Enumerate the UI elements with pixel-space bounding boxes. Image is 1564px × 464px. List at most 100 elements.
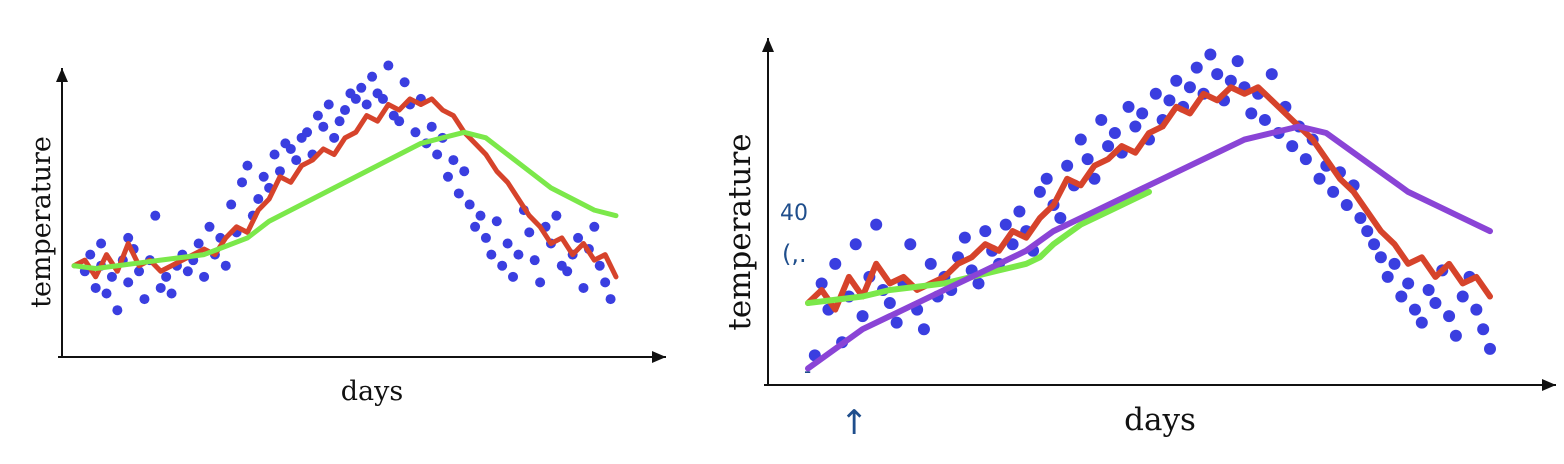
right-data-point <box>904 238 917 251</box>
left-data-point <box>150 210 161 221</box>
right-data-point <box>1231 55 1244 68</box>
left-y-arrow <box>56 68 68 82</box>
right-data-point <box>1340 198 1353 211</box>
right-data-point <box>1286 140 1299 153</box>
right-data-point <box>1470 303 1483 316</box>
left-data-point <box>106 271 117 282</box>
left-data-point <box>329 132 340 143</box>
right-data-point <box>1395 290 1408 303</box>
left-data-point <box>155 282 166 293</box>
left-data-point <box>475 210 486 221</box>
right-data-point <box>890 316 903 329</box>
right-series-line-2 <box>805 188 1152 307</box>
left-data-point <box>269 149 280 160</box>
left-data-point <box>491 216 502 227</box>
left-data-point <box>600 277 611 288</box>
left-data-point <box>573 232 584 243</box>
left-data-point <box>551 210 562 221</box>
right-data-point <box>1129 120 1142 133</box>
left-data-point <box>334 116 345 127</box>
right-data-point <box>1108 127 1121 140</box>
left-data-point <box>470 221 481 232</box>
left-data-point <box>578 282 589 293</box>
left-data-point <box>134 266 145 277</box>
right-data-point <box>1374 251 1387 264</box>
right-chart-svg: days temperature 40 (,. - ↑ <box>722 38 1556 443</box>
right-data-point <box>1074 133 1087 146</box>
left-series-line-1 <box>71 96 619 280</box>
right-annotation-dash: - <box>804 359 811 383</box>
left-data-point <box>112 305 123 316</box>
right-data-point <box>1224 74 1237 87</box>
right-data-point <box>1204 48 1217 61</box>
left-data-point <box>497 260 508 271</box>
left-data-point <box>508 271 519 282</box>
right-data-point <box>815 277 828 290</box>
right-data-point <box>1361 225 1374 238</box>
left-data-point <box>524 227 535 238</box>
left-data-point <box>442 171 453 182</box>
right-data-point <box>849 238 862 251</box>
left-data-point <box>123 277 134 288</box>
left-data-point <box>253 194 264 204</box>
right-data-point <box>1190 61 1203 74</box>
right-y-arrow <box>762 38 774 52</box>
left-data-point <box>361 99 372 110</box>
right-data-point <box>1183 81 1196 94</box>
left-data-point <box>350 93 361 104</box>
left-data-point <box>529 255 540 266</box>
left-data-point <box>480 232 491 243</box>
left-data-point <box>383 60 394 71</box>
left-data-point <box>302 127 313 138</box>
left-data-point <box>204 221 215 232</box>
right-data-point <box>883 297 896 310</box>
right-data-point <box>1422 283 1435 296</box>
left-data-point <box>486 249 497 260</box>
left-data-point <box>291 155 302 166</box>
right-annotation-40: 40 <box>780 201 808 226</box>
right-data-point <box>1006 238 1019 251</box>
right-data-point <box>979 225 992 238</box>
right-data-point <box>1081 153 1094 166</box>
right-annotation-up-arrow: ↑ <box>840 403 869 443</box>
left-data-point <box>285 143 296 154</box>
right-data-point <box>1429 297 1442 310</box>
left-data-point <box>356 82 367 93</box>
left-data-point <box>426 121 437 132</box>
left-x-axis-label: days <box>341 376 404 407</box>
left-data-point <box>448 155 459 166</box>
right-data-point <box>1054 212 1067 225</box>
left-data-point <box>513 249 524 260</box>
left-data-point <box>312 110 323 121</box>
right-data-point <box>1313 172 1326 185</box>
right-data-point <box>924 257 937 270</box>
right-data-point <box>1061 159 1074 172</box>
left-data-point <box>535 277 546 288</box>
right-data-point <box>1388 257 1401 270</box>
left-x-arrow <box>652 351 666 363</box>
left-data-point <box>274 166 285 177</box>
right-data-point <box>1449 329 1462 342</box>
left-data-point <box>101 288 112 299</box>
right-annotation-arrow-mark: (,. <box>782 240 807 268</box>
left-data-point <box>193 238 204 249</box>
left-data-point <box>199 271 210 282</box>
right-x-axis-label: days <box>1124 402 1196 438</box>
left-data-point <box>394 116 405 127</box>
right-data-point <box>1299 153 1312 166</box>
right-data-point <box>1040 172 1053 185</box>
left-data-point <box>340 105 350 116</box>
right-data-point <box>856 310 869 323</box>
left-data-point <box>220 260 231 271</box>
left-data-point <box>96 238 107 249</box>
left-data-point <box>139 294 150 305</box>
right-data-point <box>1245 107 1258 120</box>
left-data-point <box>399 77 410 88</box>
left-data-point <box>182 266 193 277</box>
right-data-point <box>1170 74 1183 87</box>
right-data-point <box>1102 140 1115 153</box>
right-data-point <box>1415 316 1428 329</box>
left-data-point <box>90 282 101 293</box>
right-data-point <box>1033 185 1046 198</box>
right-data-point <box>972 277 985 290</box>
